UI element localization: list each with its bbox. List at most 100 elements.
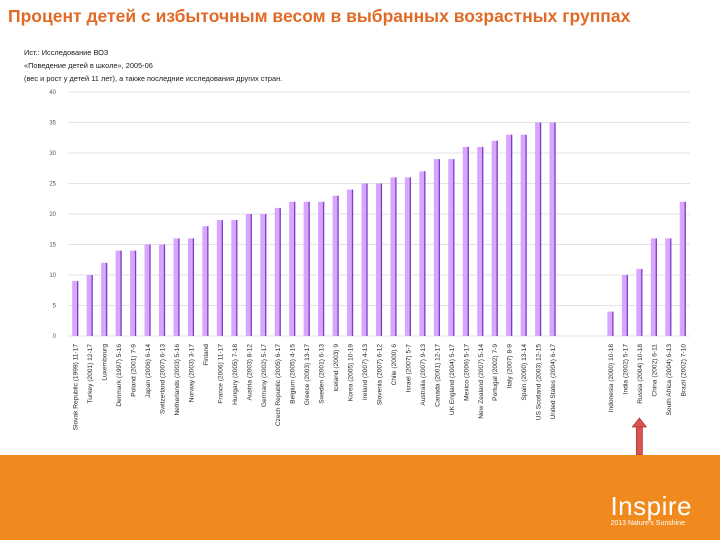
category-label: US Scotland (2003) 12-15 — [536, 344, 543, 421]
category-label: Norway (2003) 3-17 — [188, 344, 195, 403]
category-label: Greece (2003) 13-17 — [304, 344, 311, 406]
highlight-arrow-shaft — [635, 425, 643, 455]
bar — [419, 171, 426, 336]
bar — [404, 177, 411, 336]
bar — [665, 238, 672, 336]
y-tick-label: 30 — [49, 151, 56, 157]
bar — [158, 244, 166, 336]
y-tick-label: 20 — [49, 212, 56, 218]
footer-bar: Inspire 2013 Nature's Sunshine — [0, 455, 720, 540]
category-label: Russia (2004) 10-18 — [637, 344, 644, 404]
bar — [390, 177, 397, 336]
category-label: Turkey (2001) 12-17 — [87, 344, 94, 404]
brand-subtitle: 2013 Nature's Sunshine — [610, 519, 692, 528]
source-line-3: (вес и рост у детей 11 лет), а также пос… — [24, 74, 283, 83]
category-label: Spain (2000) 13-14 — [521, 344, 528, 401]
category-label: Italy (2007) 8-9 — [507, 344, 514, 389]
y-tick-label: 0 — [53, 334, 57, 340]
bar — [318, 201, 325, 336]
source-line-1: Ист.: Исследование ВОЗ — [24, 48, 109, 57]
bar — [216, 220, 223, 336]
bar — [491, 140, 498, 336]
bar — [231, 220, 238, 336]
category-label: Chile (2000) 6 — [391, 344, 398, 386]
bar — [144, 244, 151, 336]
source-note: Ист.: Исследование ВОЗ «Поведение детей … — [24, 46, 282, 85]
brand-name: Inspire — [610, 491, 692, 521]
category-label: France (2006) 11-17 — [217, 344, 224, 404]
category-label: Indonesia (2000) 10-18 — [608, 344, 615, 413]
bar — [621, 275, 628, 336]
category-label: Switzerland (2007) 6-13 — [160, 344, 167, 414]
source-line-2: «Поведение детей в школе», 2005-06 — [24, 61, 153, 70]
bar — [72, 281, 79, 336]
highlight-arrow-head — [631, 417, 648, 428]
bar — [448, 159, 455, 336]
bar — [477, 146, 484, 336]
category-label: India (2002) 5-17 — [622, 344, 629, 395]
category-label: Netherlands (2003) 5-16 — [174, 344, 181, 416]
category-label: Slovenia (2007) 6-12 — [377, 344, 384, 406]
bar — [130, 250, 137, 336]
category-label: United States (2004) 6-17 — [550, 344, 557, 420]
category-label: Japan (2006) 6-14 — [145, 344, 152, 398]
category-label: Mexico (2006) 5-17 — [463, 344, 470, 401]
bar — [535, 122, 542, 336]
category-label: Belgium (2005) 4-15 — [290, 344, 297, 404]
bar — [549, 122, 556, 336]
bar — [607, 311, 614, 336]
category-label: China (2002) 6-11 — [651, 344, 658, 397]
category-label: Denmark (1997) 5-16 — [116, 344, 123, 407]
category-label: Luxembourg — [102, 344, 109, 381]
bar — [187, 238, 194, 336]
category-label: Sweden (2001) 6-13 — [319, 344, 326, 404]
bar — [433, 159, 440, 336]
overweight-bar-chart: 0 5 10 15 20 25 30 35 40 Slovak Republic (1999) 1… — [49, 90, 690, 455]
category-label: Australia (2007) 9-13 — [420, 344, 427, 406]
category-label: Poland (2001) 7-9 — [131, 344, 138, 397]
brand-logo: Inspire 2013 Nature's Sunshine — [610, 493, 692, 528]
bar — [303, 201, 310, 336]
bar — [115, 250, 122, 336]
y-tick-label: 5 — [53, 304, 57, 310]
category-label: Finland — [203, 344, 210, 366]
category-label: Canada (2001) 12-17 — [434, 344, 441, 407]
bar — [289, 201, 296, 336]
category-label: Germany (2002) 5-17 — [261, 344, 268, 407]
bar — [347, 189, 354, 336]
brand-year: 2013 — [610, 520, 627, 527]
bar — [650, 238, 657, 336]
category-label: Korea (2005) 10-19 — [348, 344, 355, 402]
brand-tagline: Nature's Sunshine — [627, 520, 685, 527]
y-tick-label: 10 — [49, 273, 56, 279]
category-label: South Africa (2004) 6-13 — [666, 344, 673, 416]
y-tick-label: 25 — [49, 182, 56, 188]
category-label: Austria (2003) 8-12 — [246, 344, 253, 401]
bar — [636, 268, 643, 336]
category-label: Hungary (2005) 7-18 — [232, 344, 239, 405]
bar — [361, 183, 368, 336]
bar — [520, 134, 527, 336]
category-label: Portugal (2002) 7-9 — [492, 344, 499, 401]
bar — [274, 207, 281, 336]
category-label: Ireland (2007) 4-13 — [362, 344, 369, 400]
category-label: UK England (2004) 5-17 — [449, 344, 456, 415]
category-label: Czech Republic (2005) 6-17 — [275, 344, 282, 426]
bar — [245, 214, 252, 336]
category-label: Slovak Republic (1999) 11-17 — [73, 344, 80, 431]
bar — [260, 214, 267, 336]
category-label: Iceland (2003) 9 — [333, 344, 340, 392]
bar — [462, 146, 469, 336]
y-tick-label: 35 — [49, 121, 56, 127]
bar — [173, 238, 180, 336]
bar — [375, 183, 383, 336]
bar — [332, 195, 339, 336]
bar — [679, 201, 686, 336]
y-tick-label: 40 — [49, 90, 56, 96]
category-label: Brazil (2002) 7-10 — [680, 344, 687, 397]
bar — [506, 134, 513, 336]
bar — [202, 226, 209, 336]
category-label: New Zealand (2007) 5-14 — [478, 344, 485, 419]
bar — [86, 275, 93, 336]
y-tick-label: 15 — [49, 243, 56, 249]
